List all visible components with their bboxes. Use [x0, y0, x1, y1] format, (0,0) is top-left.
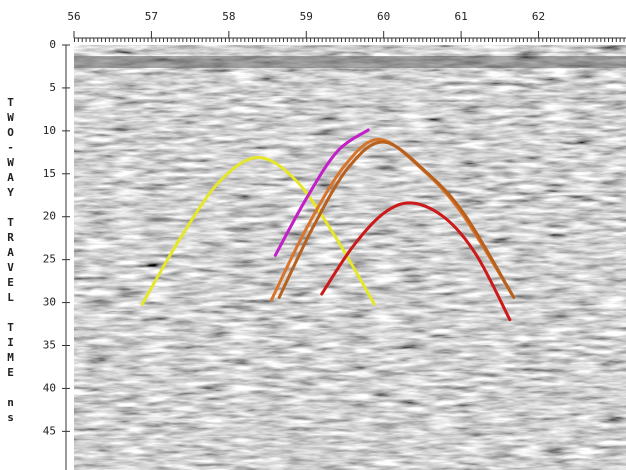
y-tick-label: 35 [43, 339, 56, 352]
hyperbola [269, 137, 514, 302]
hyperbola [320, 201, 512, 322]
y-axis-label: TWO-WAY TRAVEL TIME ns [4, 96, 17, 426]
x-tick-label: 59 [300, 10, 313, 23]
x-tick-label: 56 [67, 10, 80, 23]
y-tick-label: 45 [43, 424, 56, 437]
hyperbola [140, 155, 376, 306]
radargram-background [74, 45, 626, 470]
x-tick-label: 61 [454, 10, 467, 23]
x-tick-label: 57 [145, 10, 158, 23]
y-tick-label: 10 [43, 124, 56, 137]
hyperbola [277, 140, 516, 299]
x-tick-label: 62 [532, 10, 545, 23]
y-tick-label: 20 [43, 210, 56, 223]
y-tick-label: 0 [49, 38, 56, 51]
y-tick-label: 40 [43, 381, 56, 394]
x-tick-label: 58 [222, 10, 235, 23]
y-tick-label: 30 [43, 296, 56, 309]
direct-wave-band [74, 56, 626, 68]
x-tick-label: 60 [377, 10, 390, 23]
hyperbola [273, 128, 370, 257]
y-tick-label: 15 [43, 167, 56, 180]
y-tick-label: 5 [49, 81, 56, 94]
y-tick-label: 25 [43, 253, 56, 266]
